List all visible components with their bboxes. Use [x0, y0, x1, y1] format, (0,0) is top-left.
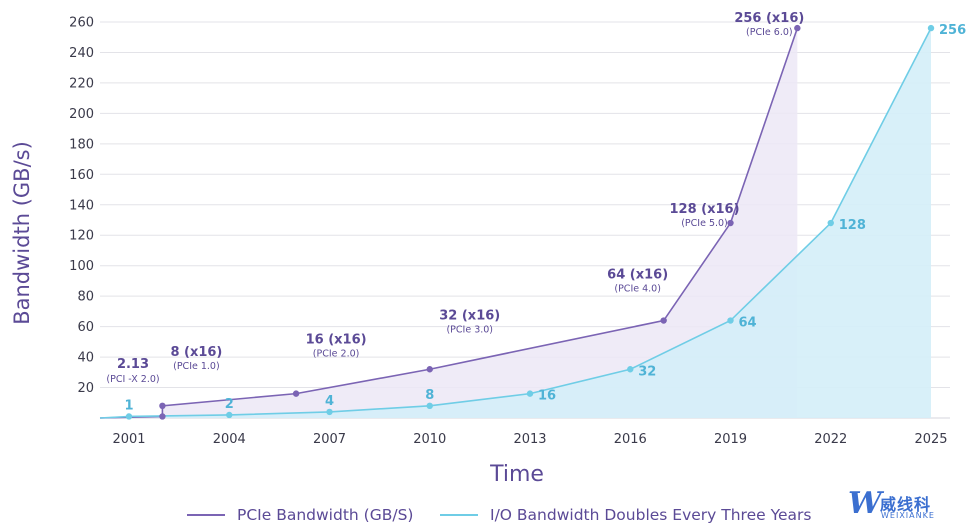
legend-item-io: I/O Bandwidth Doubles Every Three Years — [440, 506, 811, 524]
y-tick-label: 220 — [69, 76, 94, 91]
data-point — [827, 219, 834, 227]
logo-english-text: WEIXIANKE — [881, 511, 935, 520]
x-tick-label: 2001 — [112, 432, 145, 447]
pcie-generation-label: (PCIe 6.0) — [746, 27, 793, 38]
pcie-generation-label: (PCI -X 2.0) — [106, 374, 159, 385]
pcie-value-label: 8 (x16) — [170, 345, 222, 360]
data-point — [292, 390, 300, 397]
x-tick-label: 2016 — [614, 432, 647, 447]
data-point — [526, 390, 534, 397]
io-value-label: 128 — [839, 218, 866, 233]
pcie-value-label: 64 (x16) — [607, 268, 668, 283]
bandwidth-chart: 20 40 60 80 100 120 140 160 180 200 220 240 260 2001… — [10, 11, 966, 487]
y-tick-label: 160 — [69, 168, 94, 183]
legend-item-pcie: PCIe Bandwidth (GB/S) — [187, 506, 413, 524]
series-areas — [100, 28, 931, 418]
data-point — [426, 402, 433, 410]
pcie-value-label: 16 (x16) — [306, 333, 367, 348]
y-tick-label: 60 — [77, 320, 94, 335]
data-labels: 8 (x16)(PCIe 1.0) 16 (x16)(PCIe 2.0) 32 (x… — [106, 11, 966, 413]
x-tick-label: 2013 — [513, 432, 546, 447]
pcie-value-label: 32 (x16) — [439, 308, 500, 323]
y-axis-label: Bandwidth (GB/s) — [10, 141, 34, 325]
io-value-label: 16 — [538, 389, 556, 404]
data-point — [125, 413, 133, 420]
y-tick-label: 20 — [77, 381, 94, 396]
x-tick-label: 2022 — [814, 432, 847, 447]
io-value-label: 2 — [225, 397, 234, 412]
legend-label-pcie: PCIe Bandwidth (GB/S) — [237, 506, 414, 524]
legend: PCIe Bandwidth (GB/S) I/O Bandwidth Doub… — [0, 504, 969, 530]
x-tick-label: 2004 — [213, 432, 246, 447]
pcie-value-label: 2.13 — [117, 357, 149, 372]
legend-swatch-pcie — [187, 514, 225, 516]
io-value-label: 32 — [638, 364, 656, 379]
legend-swatch-io — [440, 514, 478, 516]
x-axis-ticks: 2001 2004 2007 2010 2013 2016 2019 2022 2025 — [112, 432, 947, 447]
data-point — [627, 366, 634, 373]
pcie-generation-label: (PCIe 4.0) — [614, 284, 661, 295]
company-logo: W 威线科 WEIXIANKE — [848, 487, 966, 527]
io-value-label: 4 — [325, 394, 334, 409]
io-value-label: 1 — [124, 398, 133, 413]
y-tick-label: 100 — [69, 259, 94, 274]
data-point — [159, 402, 166, 410]
series-markers — [125, 24, 935, 420]
pcie-generation-label: (PCIe 1.0) — [173, 361, 220, 372]
io-value-label: 8 — [425, 388, 434, 403]
data-point — [794, 24, 801, 32]
pcie-generation-label: (PCIe 3.0) — [446, 324, 493, 335]
y-tick-label: 240 — [69, 46, 94, 61]
data-point — [727, 219, 734, 227]
y-tick-label: 120 — [69, 229, 94, 244]
x-tick-label: 2025 — [914, 432, 947, 447]
data-point — [426, 366, 433, 373]
y-tick-label: 40 — [77, 351, 94, 366]
x-axis-label: Time — [489, 462, 544, 487]
y-tick-label: 260 — [69, 16, 94, 31]
data-point — [727, 317, 734, 324]
pcie-value-label: 256 (x16) — [734, 11, 804, 26]
y-tick-label: 180 — [69, 137, 94, 152]
x-tick-label: 2007 — [313, 432, 346, 447]
y-tick-label: 140 — [69, 198, 94, 213]
y-axis-ticks: 20 40 60 80 100 120 140 160 180 200 220 240 260 — [69, 16, 94, 397]
data-point — [660, 317, 667, 324]
pcie-value-label: 128 (x16) — [669, 202, 739, 217]
logo-mark-icon: W — [848, 486, 882, 521]
series-line-1 — [99, 27, 932, 419]
data-point — [927, 24, 935, 32]
io-value-label: 64 — [739, 316, 757, 331]
io-value-label: 256 — [939, 23, 966, 38]
y-tick-label: 200 — [69, 107, 94, 122]
data-point — [226, 411, 233, 419]
data-point — [159, 413, 166, 420]
pcie-generation-label: (PCIe 2.0) — [313, 349, 360, 360]
pcie-generation-label: (PCIe 5.0) — [681, 218, 728, 229]
legend-label-io: I/O Bandwidth Doubles Every Three Years — [490, 506, 812, 524]
x-tick-label: 2010 — [413, 432, 446, 447]
logo-chinese-text: 威线科 — [880, 495, 932, 514]
y-tick-label: 80 — [77, 290, 94, 305]
data-point — [326, 408, 333, 416]
series-area-1 — [100, 28, 931, 418]
x-tick-label: 2019 — [714, 432, 747, 447]
